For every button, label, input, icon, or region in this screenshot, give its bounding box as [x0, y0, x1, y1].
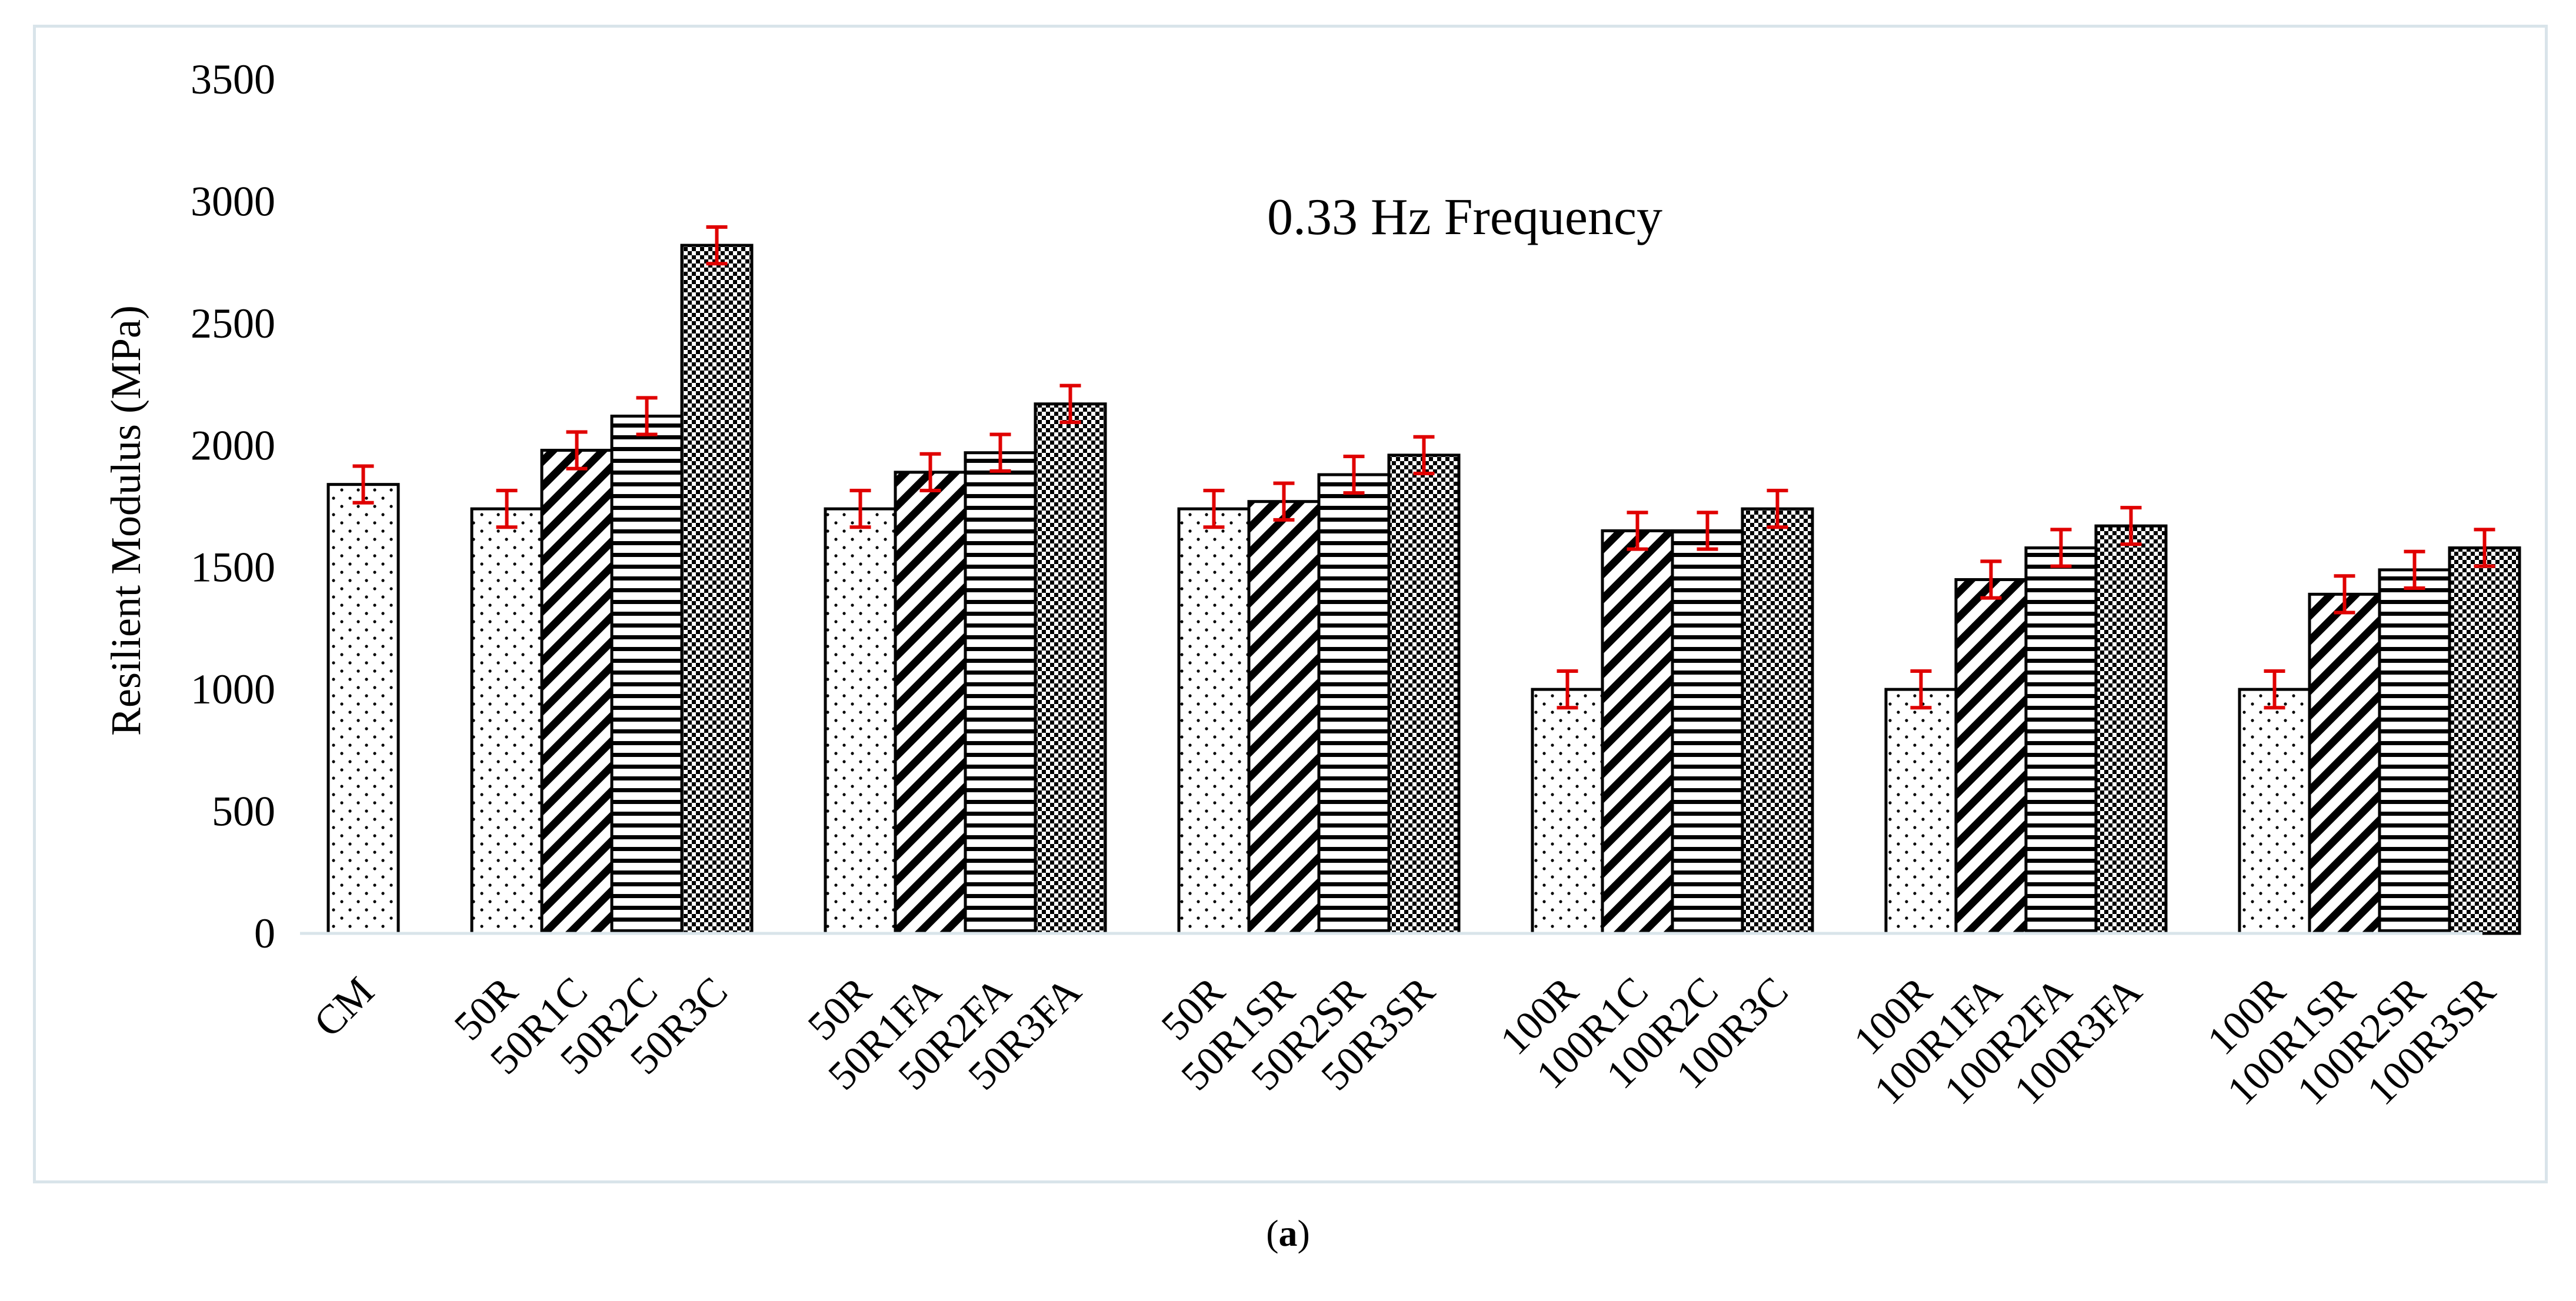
y-tick-label: 3500	[191, 56, 275, 103]
y-axis: 0 500 1000 1500 2000 2500 3000 3500	[191, 56, 275, 957]
error-bar	[1343, 454, 1365, 495]
bar-50r3sr	[1387, 453, 1461, 935]
error-bar	[1413, 435, 1435, 475]
bar-100r1fa	[1954, 578, 2028, 935]
error-bar	[1059, 383, 1081, 424]
error-bar	[1910, 669, 1932, 710]
y-tick-label: 500	[212, 788, 275, 835]
bar-100r2fa	[2024, 546, 2098, 935]
y-tick-label: 2500	[191, 300, 275, 347]
bar-100r1c	[1601, 529, 1674, 935]
bar-50r	[470, 507, 544, 935]
error-bar	[989, 432, 1011, 473]
error-bar	[636, 396, 658, 436]
bar-100r	[1884, 688, 1958, 935]
error-bars	[352, 225, 2495, 710]
bar-100r3sr	[2448, 546, 2521, 935]
error-bar	[2050, 528, 2072, 568]
y-tick-label: 3000	[191, 178, 275, 225]
error-bar	[2474, 528, 2495, 568]
bar-50r2fa	[964, 451, 1037, 935]
error-bar	[566, 430, 588, 471]
chart-annotation: 0.33 Hz Frequency	[1267, 189, 1662, 246]
bar-100r2c	[1671, 529, 1744, 935]
error-bar	[1273, 481, 1295, 522]
bar-50r2sr	[1317, 473, 1391, 935]
figure-caption: (a)	[1266, 1212, 1310, 1254]
error-bar	[706, 225, 728, 266]
error-bar	[1627, 511, 1648, 551]
bar-50r1sr	[1247, 500, 1321, 935]
bar-100r3fa	[2094, 524, 2168, 935]
error-bar	[919, 452, 941, 493]
bar-50r1c	[540, 449, 614, 935]
y-tick-label: 0	[254, 910, 275, 957]
bar-cm	[326, 483, 400, 935]
bar-50r1fa	[894, 471, 967, 935]
bar-50r3c	[680, 243, 754, 935]
error-bar	[496, 489, 518, 529]
bar-50r	[824, 507, 897, 935]
bar-50r2c	[610, 415, 684, 935]
error-bar	[1557, 669, 1578, 710]
bar-50r	[1177, 507, 1251, 935]
error-bar	[1980, 559, 2002, 600]
x-tick-label: CM	[305, 969, 382, 1046]
error-bar	[2264, 669, 2285, 710]
error-bar	[352, 464, 374, 505]
bar-100r	[1531, 688, 1604, 935]
error-bar	[1697, 511, 1718, 551]
error-bar	[1203, 489, 1225, 529]
y-tick-label: 2000	[191, 422, 275, 469]
bar-100r3c	[1741, 507, 1814, 935]
bar-50r3fa	[1034, 402, 1107, 935]
y-tick-label: 1000	[191, 666, 275, 713]
error-bar	[1767, 489, 1788, 529]
bar-100r	[2238, 688, 2311, 935]
error-bar	[2334, 574, 2355, 615]
y-axis-label: Resilient Modulus (MPa)	[102, 305, 149, 736]
bar-series	[326, 243, 2521, 935]
bar-100r2sr	[2378, 568, 2451, 935]
y-tick-label: 1500	[191, 544, 275, 591]
bar-100r1sr	[2308, 592, 2381, 935]
error-bar	[2120, 506, 2142, 546]
error-bar	[2404, 549, 2425, 590]
caption-letter: a	[1278, 1212, 1298, 1254]
error-bar	[849, 489, 871, 529]
